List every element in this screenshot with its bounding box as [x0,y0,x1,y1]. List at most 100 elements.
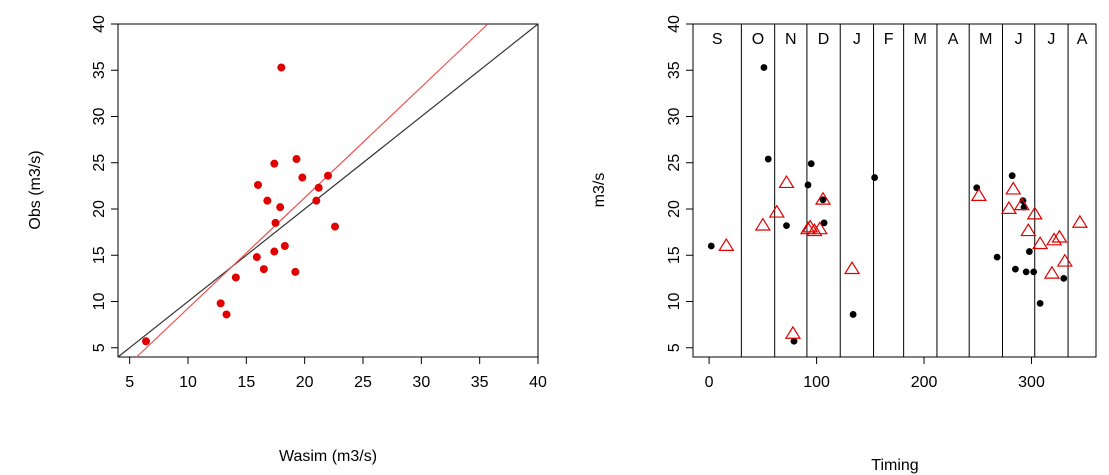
month-label: N [785,31,797,48]
filled-circle-point [1008,172,1016,180]
left-y-tick-label: 25 [91,154,108,172]
scatter-point [252,253,261,262]
filled-circle-point [820,219,828,227]
month-label: A [1077,31,1088,48]
filled-circle-point [1022,268,1030,276]
scatter-point [270,159,279,168]
open-triangle-point [1071,214,1088,228]
filled-circle-point [1036,299,1044,307]
scatter-point [277,63,286,72]
left-data-points [142,63,339,346]
open-triangle-point [768,204,785,218]
scatter-point [231,273,240,282]
month-label: S [712,31,723,48]
left-x-tick-label: 35 [471,374,489,391]
open-triangle-point [1005,181,1022,195]
left-x-tick-label: 25 [354,374,372,391]
open-triangle-point [1056,253,1073,267]
filled-circle-point [1025,248,1033,255]
right-y-axis: 5 10 15 20 25 30 35 40 [666,15,693,352]
left-y-tick-label: 35 [91,61,108,79]
scatter-point [292,155,301,164]
right-x-tick-label: 0 [705,374,714,391]
filled-circle-point [807,160,815,168]
open-triangle-point [811,221,828,235]
scatter-point [271,218,280,227]
filled-circle-point [760,64,768,71]
right-y-tick-label: 40 [666,15,683,33]
open-triangle-point [843,260,861,275]
left-x-tick-label: 20 [296,374,314,391]
right-y-tick-label: 15 [666,246,683,264]
month-label: J [1015,31,1023,48]
scatter-point [331,222,339,231]
scatter-point [314,183,323,192]
filled-circle-point [993,253,1001,261]
filled-circle-point [707,242,715,250]
right-x-axis: 0 100 200 300 [705,357,1045,391]
scatter-point [254,180,262,189]
open-triangle-point [814,191,832,205]
left-y-tick-label: 10 [91,293,108,311]
open-triangle-point [1046,232,1063,246]
filled-circle-point [1060,274,1068,282]
scatter-point [298,173,307,182]
right-y-tick-label: 10 [666,293,683,311]
filled-circle-point [1012,265,1019,273]
month-label: F [884,31,894,48]
left-y-tick-label: 20 [91,200,108,218]
month-label: M [914,31,927,48]
open-triangle-point [806,223,823,237]
right-y-axis-label: m3/s [591,173,608,208]
left-y-axis-label: Obs (m3/s) [27,150,44,229]
one-to-one-line [117,23,539,358]
open-triangle-point [754,217,771,231]
open-triangle-point [784,325,802,339]
right-x-tick-label: 200 [911,374,938,391]
scatter-point [291,267,300,276]
filled-circle-point [790,337,798,345]
right-y-tick-label: 30 [666,108,683,126]
scatter-point [259,265,268,274]
regression-line [136,23,489,358]
left-x-axis-label: Wasim (m3/s) [279,448,377,465]
month-label: O [752,31,764,48]
scatter-point [263,196,272,205]
scatter-point [324,171,332,180]
right-x-tick-label: 100 [803,374,830,391]
scatter-point [222,310,231,319]
left-y-tick-label: 15 [91,246,108,264]
open-triangle-point [1026,206,1043,220]
scatter-point [142,337,150,346]
open-triangle-point [718,237,735,251]
filled-circle-point [764,155,772,163]
right-x-tick-label: 300 [1018,374,1045,391]
open-triangle-point [1000,200,1018,214]
right-y-tick-label: 25 [666,154,683,172]
left-y-tick-label: 5 [91,343,108,352]
scatter-point [312,196,321,205]
month-label: A [948,31,959,48]
open-triangle-point [778,174,795,189]
left-x-tick-label: 10 [179,374,197,391]
right-y-tick-label: 35 [666,61,683,79]
right-y-tick-label: 5 [666,343,683,352]
month-label: M [979,31,992,48]
left-reference-lines [117,23,539,358]
left-x-tick-label: 30 [412,374,430,391]
right-x-axis-label: Timing [871,457,918,474]
scatter-point [216,299,225,308]
open-triangle-point [1051,229,1068,243]
left-y-axis: 5 10 15 20 25 30 35 40 [91,15,118,352]
left-x-tick-label: 5 [125,374,134,391]
right-plot-frame [692,23,1097,358]
filled-circle-point [783,222,790,230]
left-x-tick-label: 15 [237,374,255,391]
open-triangle-point [1013,197,1030,211]
filled-circle-point [804,181,812,189]
filled-circle-point [849,311,857,318]
left-y-tick-label: 30 [91,108,108,126]
